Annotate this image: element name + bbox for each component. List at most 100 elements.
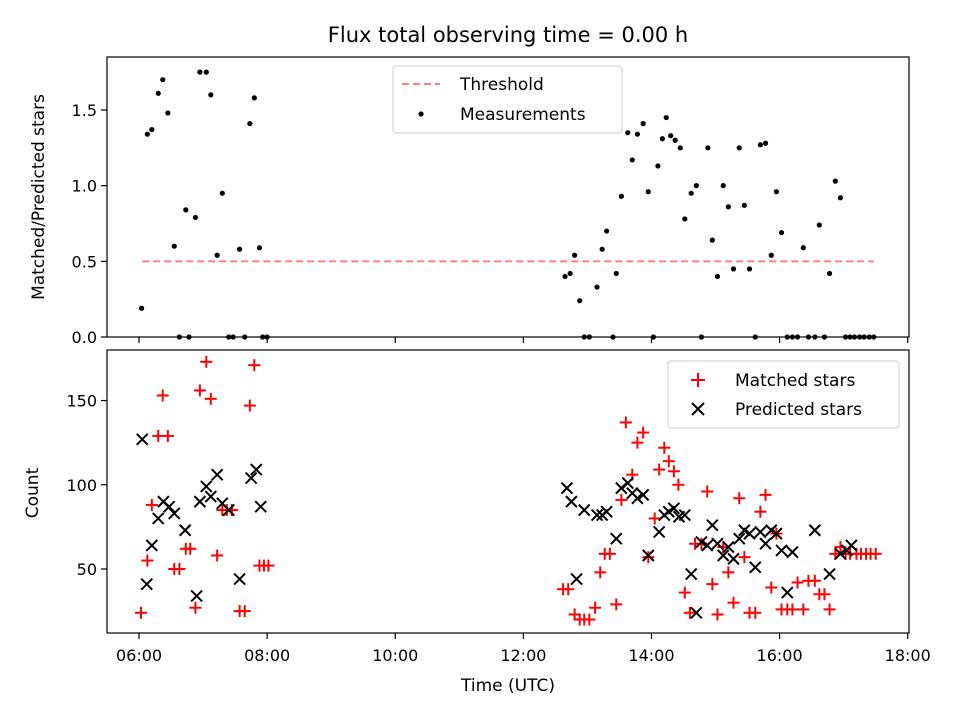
predicted-star-point [706, 518, 719, 532]
measurement-point [149, 127, 155, 133]
matched-star-point [754, 505, 767, 518]
measurement-point [144, 131, 150, 137]
bottom-y-tick-label: 50 [77, 560, 97, 579]
predicted-star-point [717, 549, 730, 562]
predicted-star-point [770, 527, 783, 540]
matched-star-point [791, 576, 804, 589]
predicted-star-point [565, 495, 578, 508]
matched-star-point [818, 588, 831, 601]
x-tick-label: 06:00 [116, 646, 162, 665]
matched-star-point [204, 392, 217, 405]
predicted-star-point [701, 539, 714, 552]
matched-star-point [658, 441, 671, 454]
top-plot-area: 0.0 0.5 1.0 1.5 [72, 69, 909, 347]
measurement-point [618, 193, 624, 199]
measurement-point [160, 77, 166, 83]
predicted-star-point [845, 539, 858, 552]
matched-star-point [642, 551, 655, 564]
measurement-point [746, 266, 753, 272]
measurement-point [138, 305, 145, 311]
matched-star-point [738, 551, 751, 564]
matched-star-point [141, 554, 154, 567]
matched-star-point [786, 603, 799, 616]
top-y-tick-label: 0.0 [72, 328, 97, 347]
predicted-star-point [204, 490, 217, 503]
measurement-point [714, 273, 721, 280]
matched-star-point [145, 498, 158, 511]
top-y-tick-label: 1.5 [72, 101, 97, 120]
measurement-point [730, 266, 737, 272]
matched-star-point [248, 359, 261, 372]
measurement-point [762, 140, 769, 146]
matched-star-point [589, 601, 602, 614]
measurement-point [629, 157, 635, 163]
legend-measurements-swatch [418, 111, 424, 117]
predicted-star-point [652, 525, 666, 539]
predicted-star-point [590, 508, 604, 522]
predicted-star-point [250, 463, 263, 476]
measurement-point [203, 69, 209, 75]
measurement-point [625, 130, 631, 136]
matched-star-point [683, 606, 696, 619]
matched-star-point [161, 429, 174, 442]
measurement-point [663, 114, 669, 121]
measurement-point [705, 145, 711, 151]
measurement-point [768, 252, 774, 258]
matched-star-point [189, 601, 202, 614]
predicted-star-point [621, 476, 634, 490]
predicted-star-point [808, 524, 822, 537]
x-tick-label: 12:00 [500, 646, 546, 665]
predicted-star-point [642, 549, 655, 562]
measurement-point [816, 222, 822, 228]
measurement-point [577, 298, 583, 304]
predicted-star-point [823, 567, 836, 581]
matched-star-point [722, 566, 735, 579]
top-y-tick-label: 0.5 [72, 252, 97, 271]
matched-star-point [562, 583, 575, 596]
top-axes-frame [106, 56, 910, 338]
legend-predicted-label: Predicted stars [735, 400, 862, 420]
matched-star-point [648, 512, 661, 525]
predicted-star-point [754, 525, 767, 539]
predicted-star-point [222, 503, 235, 517]
matched-star-point [808, 574, 821, 587]
measurement-point [613, 270, 619, 277]
predicted-star-point [631, 492, 644, 505]
predicted-star-point [743, 527, 756, 540]
measurement-point [659, 136, 665, 142]
measurement-point [208, 92, 214, 98]
matched-star-point [653, 463, 666, 476]
predicted-star-point [570, 572, 583, 586]
predicted-star-point [684, 567, 698, 581]
matched-star-point [568, 608, 581, 621]
predicted-star-point [759, 537, 772, 550]
measurement-point [709, 237, 715, 243]
measurement-point [251, 95, 257, 101]
matched-star-point [672, 478, 685, 491]
legend-predicted-swatch [691, 402, 705, 416]
measurement-point [668, 133, 674, 139]
matched-star-point [706, 578, 719, 591]
measurement-point [837, 195, 844, 201]
predicted-star-point [140, 577, 153, 591]
matched-star-point [615, 493, 628, 506]
measurement-point [741, 202, 747, 208]
x-tick-label: 16:00 [757, 646, 803, 665]
measurement-point [800, 245, 806, 251]
measurement-point [773, 189, 780, 195]
predicted-star-point [254, 500, 267, 513]
matched-star-point [193, 384, 206, 397]
measurement-point [736, 145, 742, 151]
measurement-point [832, 178, 838, 184]
measurement-point [183, 207, 189, 213]
predicted-star-point [193, 495, 207, 508]
predicted-star-point [152, 512, 165, 525]
measurement-point [214, 252, 220, 258]
bottom-axes-frame [106, 349, 910, 634]
predicted-star-point [786, 545, 799, 559]
predicted-star-point [678, 508, 692, 522]
x-tick-label: 10:00 [372, 646, 418, 665]
predicted-star-point [162, 500, 176, 513]
predicted-star-point [244, 471, 258, 485]
